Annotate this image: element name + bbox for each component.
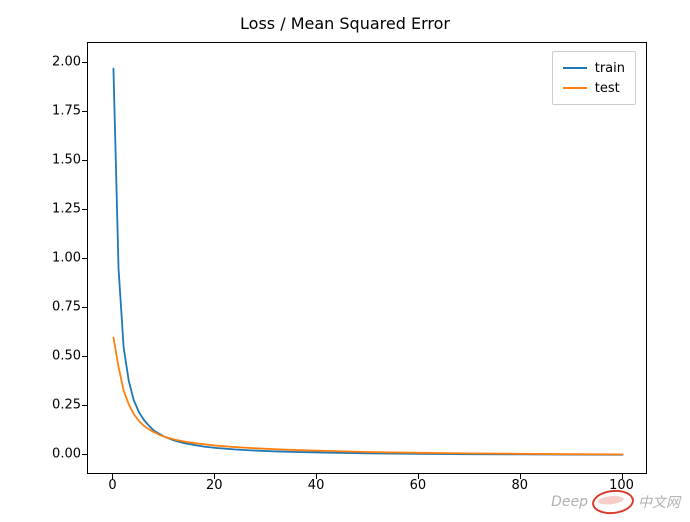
x-tick-mark [316, 474, 317, 479]
legend-swatch [563, 67, 587, 69]
y-tick-mark [82, 356, 87, 357]
y-tick-label: 0.00 [31, 447, 81, 462]
legend-item: test [563, 78, 625, 98]
x-tick-mark [112, 474, 113, 479]
legend-item: train [563, 58, 625, 78]
x-tick-label: 0 [108, 478, 116, 493]
y-tick-mark [82, 258, 87, 259]
y-tick-label: 0.25 [31, 398, 81, 413]
x-tick-mark [418, 474, 419, 479]
x-tick-mark [520, 474, 521, 479]
series-line-train [113, 69, 622, 455]
legend-label: test [595, 81, 620, 96]
y-tick-mark [82, 209, 87, 210]
x-tick-label: 20 [206, 478, 223, 493]
legend-label: train [595, 61, 625, 76]
y-tick-mark [82, 111, 87, 112]
y-tick-mark [82, 62, 87, 63]
chart-title: Loss / Mean Squared Error [0, 14, 690, 33]
y-tick-mark [82, 160, 87, 161]
x-tick-label: 60 [410, 478, 427, 493]
legend-swatch [563, 87, 587, 89]
y-tick-mark [82, 454, 87, 455]
plot-area: train test [87, 42, 647, 474]
line-canvas [88, 43, 648, 475]
watermark: Deep 中文网 [551, 490, 680, 514]
watermark-oval-icon [591, 488, 635, 516]
y-tick-mark [82, 307, 87, 308]
y-tick-label: 1.50 [31, 152, 81, 167]
watermark-text-left: Deep [551, 494, 588, 510]
y-tick-label: 2.00 [31, 54, 81, 69]
y-tick-label: 1.75 [31, 103, 81, 118]
x-tick-label: 80 [511, 478, 528, 493]
y-tick-label: 0.75 [31, 300, 81, 315]
legend: train test [552, 51, 636, 105]
x-tick-mark [622, 474, 623, 479]
figure: Loss / Mean Squared Error train test 0.00… [0, 0, 690, 522]
y-tick-label: 1.00 [31, 251, 81, 266]
y-tick-mark [82, 405, 87, 406]
y-tick-label: 1.25 [31, 201, 81, 216]
x-tick-mark [214, 474, 215, 479]
x-tick-label: 40 [308, 478, 325, 493]
watermark-text-right: 中文网 [638, 492, 680, 512]
series-line-test [113, 338, 622, 455]
y-tick-label: 0.50 [31, 349, 81, 364]
